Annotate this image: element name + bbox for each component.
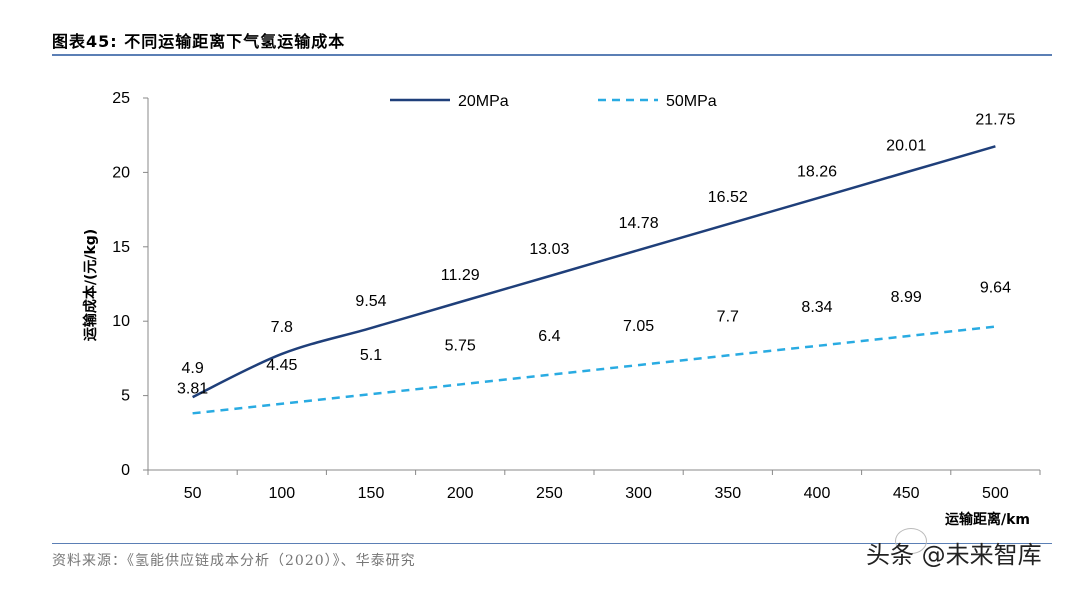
data-label: 8.34 [801,299,832,316]
x-axis-label: 运输距离/km [945,511,1030,528]
legend-label-50MPa: 50MPa [666,93,717,110]
data-label: 7.8 [271,319,293,336]
watermark: 头条 @未来智库 [866,541,1042,569]
data-label: 4.9 [181,360,203,377]
x-tick-label: 250 [536,485,563,502]
data-label: 18.26 [797,163,837,180]
data-label: 7.05 [623,318,654,335]
y-tick-label: 5 [121,388,130,405]
data-label: 9.54 [355,293,386,310]
series-line-50MPa [192,325,996,415]
x-tick-label: 200 [447,485,474,502]
axes: 0 5 10 15 20 25 50 100 150 200 250 300 350 400 450 500 [112,90,1041,502]
y-tick-label: 20 [112,164,130,181]
footer-divider [52,543,1052,544]
data-label: 13.03 [529,241,569,258]
watermark-logo-icon [895,528,927,554]
data-label: 5.1 [360,347,382,364]
x-tick-label: 500 [982,485,1009,502]
data-label: 5.75 [445,337,476,354]
series-lines [192,145,996,415]
data-labels: 4.9 7.8 9.54 11.29 13.03 14.78 16.52 18.26 20.01… [177,111,1015,397]
legend: 20MPa 50MPa [390,93,717,110]
data-label: 7.7 [717,308,739,325]
x-tick-label: 450 [893,485,920,502]
y-axis-label: 运输成本/(元/kg) [82,229,99,341]
data-label: 4.45 [266,357,297,374]
title-bar: 图表45: 不同运输距离下气氢运输成本 [52,28,1052,56]
x-tick-label: 150 [358,485,385,502]
data-label: 6.4 [538,328,560,345]
data-label: 16.52 [708,189,748,206]
chart-title: 图表45: 不同运输距离下气氢运输成本 [52,32,346,51]
data-label: 14.78 [619,215,659,232]
x-tick-label: 50 [184,485,202,502]
x-tick-label: 400 [804,485,831,502]
data-label: 11.29 [441,267,480,284]
x-tick-label: 350 [714,485,741,502]
y-tick-label: 15 [112,239,130,256]
data-label: 20.01 [886,137,926,154]
source-note: 资料来源：《氢能供应链成本分析（2020）》、华泰研究 [52,553,416,569]
data-label: 9.64 [980,280,1011,297]
series-line-20MPa [192,145,996,399]
x-tick-label: 300 [625,485,652,502]
x-tick-label: 100 [268,485,295,502]
y-tick-label: 0 [121,462,130,479]
y-tick-label: 10 [112,313,130,330]
y-tick-label: 25 [112,90,130,107]
data-label: 8.99 [891,289,922,306]
data-label: 21.75 [975,111,1015,128]
legend-label-20MPa: 20MPa [458,93,509,110]
data-label: 3.81 [177,380,208,397]
